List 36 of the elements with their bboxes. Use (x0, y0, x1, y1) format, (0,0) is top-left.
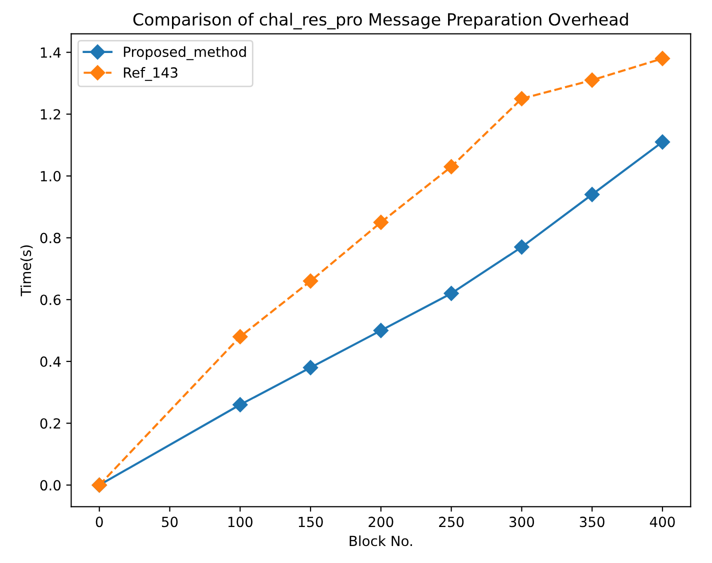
x-axis-title: Block No. (350, 535, 412, 546)
y-tick-label: 1.0 (40, 170, 61, 182)
point (373, 322, 388, 338)
point (444, 286, 459, 301)
chart-title: Comparison of chal_res_pro Message Preparation Overhead (133, 12, 628, 30)
x-tick-label: 350 (580, 516, 604, 528)
legend-label: Ref_143 (124, 67, 178, 81)
point (514, 239, 530, 255)
point (654, 134, 670, 150)
point (302, 273, 318, 289)
y-tick-label: 0.0 (40, 480, 61, 491)
point (232, 397, 248, 412)
y-tick-label: 0.8 (40, 232, 61, 244)
legend-label: Proposed_method (124, 46, 246, 60)
point (584, 72, 600, 88)
point (584, 186, 600, 202)
point (302, 360, 318, 376)
point (373, 214, 388, 230)
point (514, 91, 530, 106)
y-tick-label: 0.4 (40, 356, 61, 367)
point (654, 50, 670, 66)
x-tick-label: 400 (650, 516, 675, 528)
x-tick-label: 300 (510, 516, 534, 528)
y-tick-label: 0.2 (40, 418, 60, 429)
x-tick-label: 150 (298, 516, 323, 528)
y-tick-label: 0.6 (40, 294, 61, 306)
x-tick-label: 250 (439, 516, 464, 528)
x-tick-label: 50 (162, 516, 178, 528)
point (232, 329, 248, 344)
x-tick-label: 200 (368, 516, 394, 528)
y-axis-title: Time(s) (20, 245, 33, 296)
y-tick-label: 1.2 (40, 109, 60, 120)
point (444, 159, 459, 174)
y-tick-label: 1.4 (40, 47, 61, 58)
x-tick-label: 0 (96, 516, 103, 528)
x-tick-label: 100 (228, 516, 252, 528)
